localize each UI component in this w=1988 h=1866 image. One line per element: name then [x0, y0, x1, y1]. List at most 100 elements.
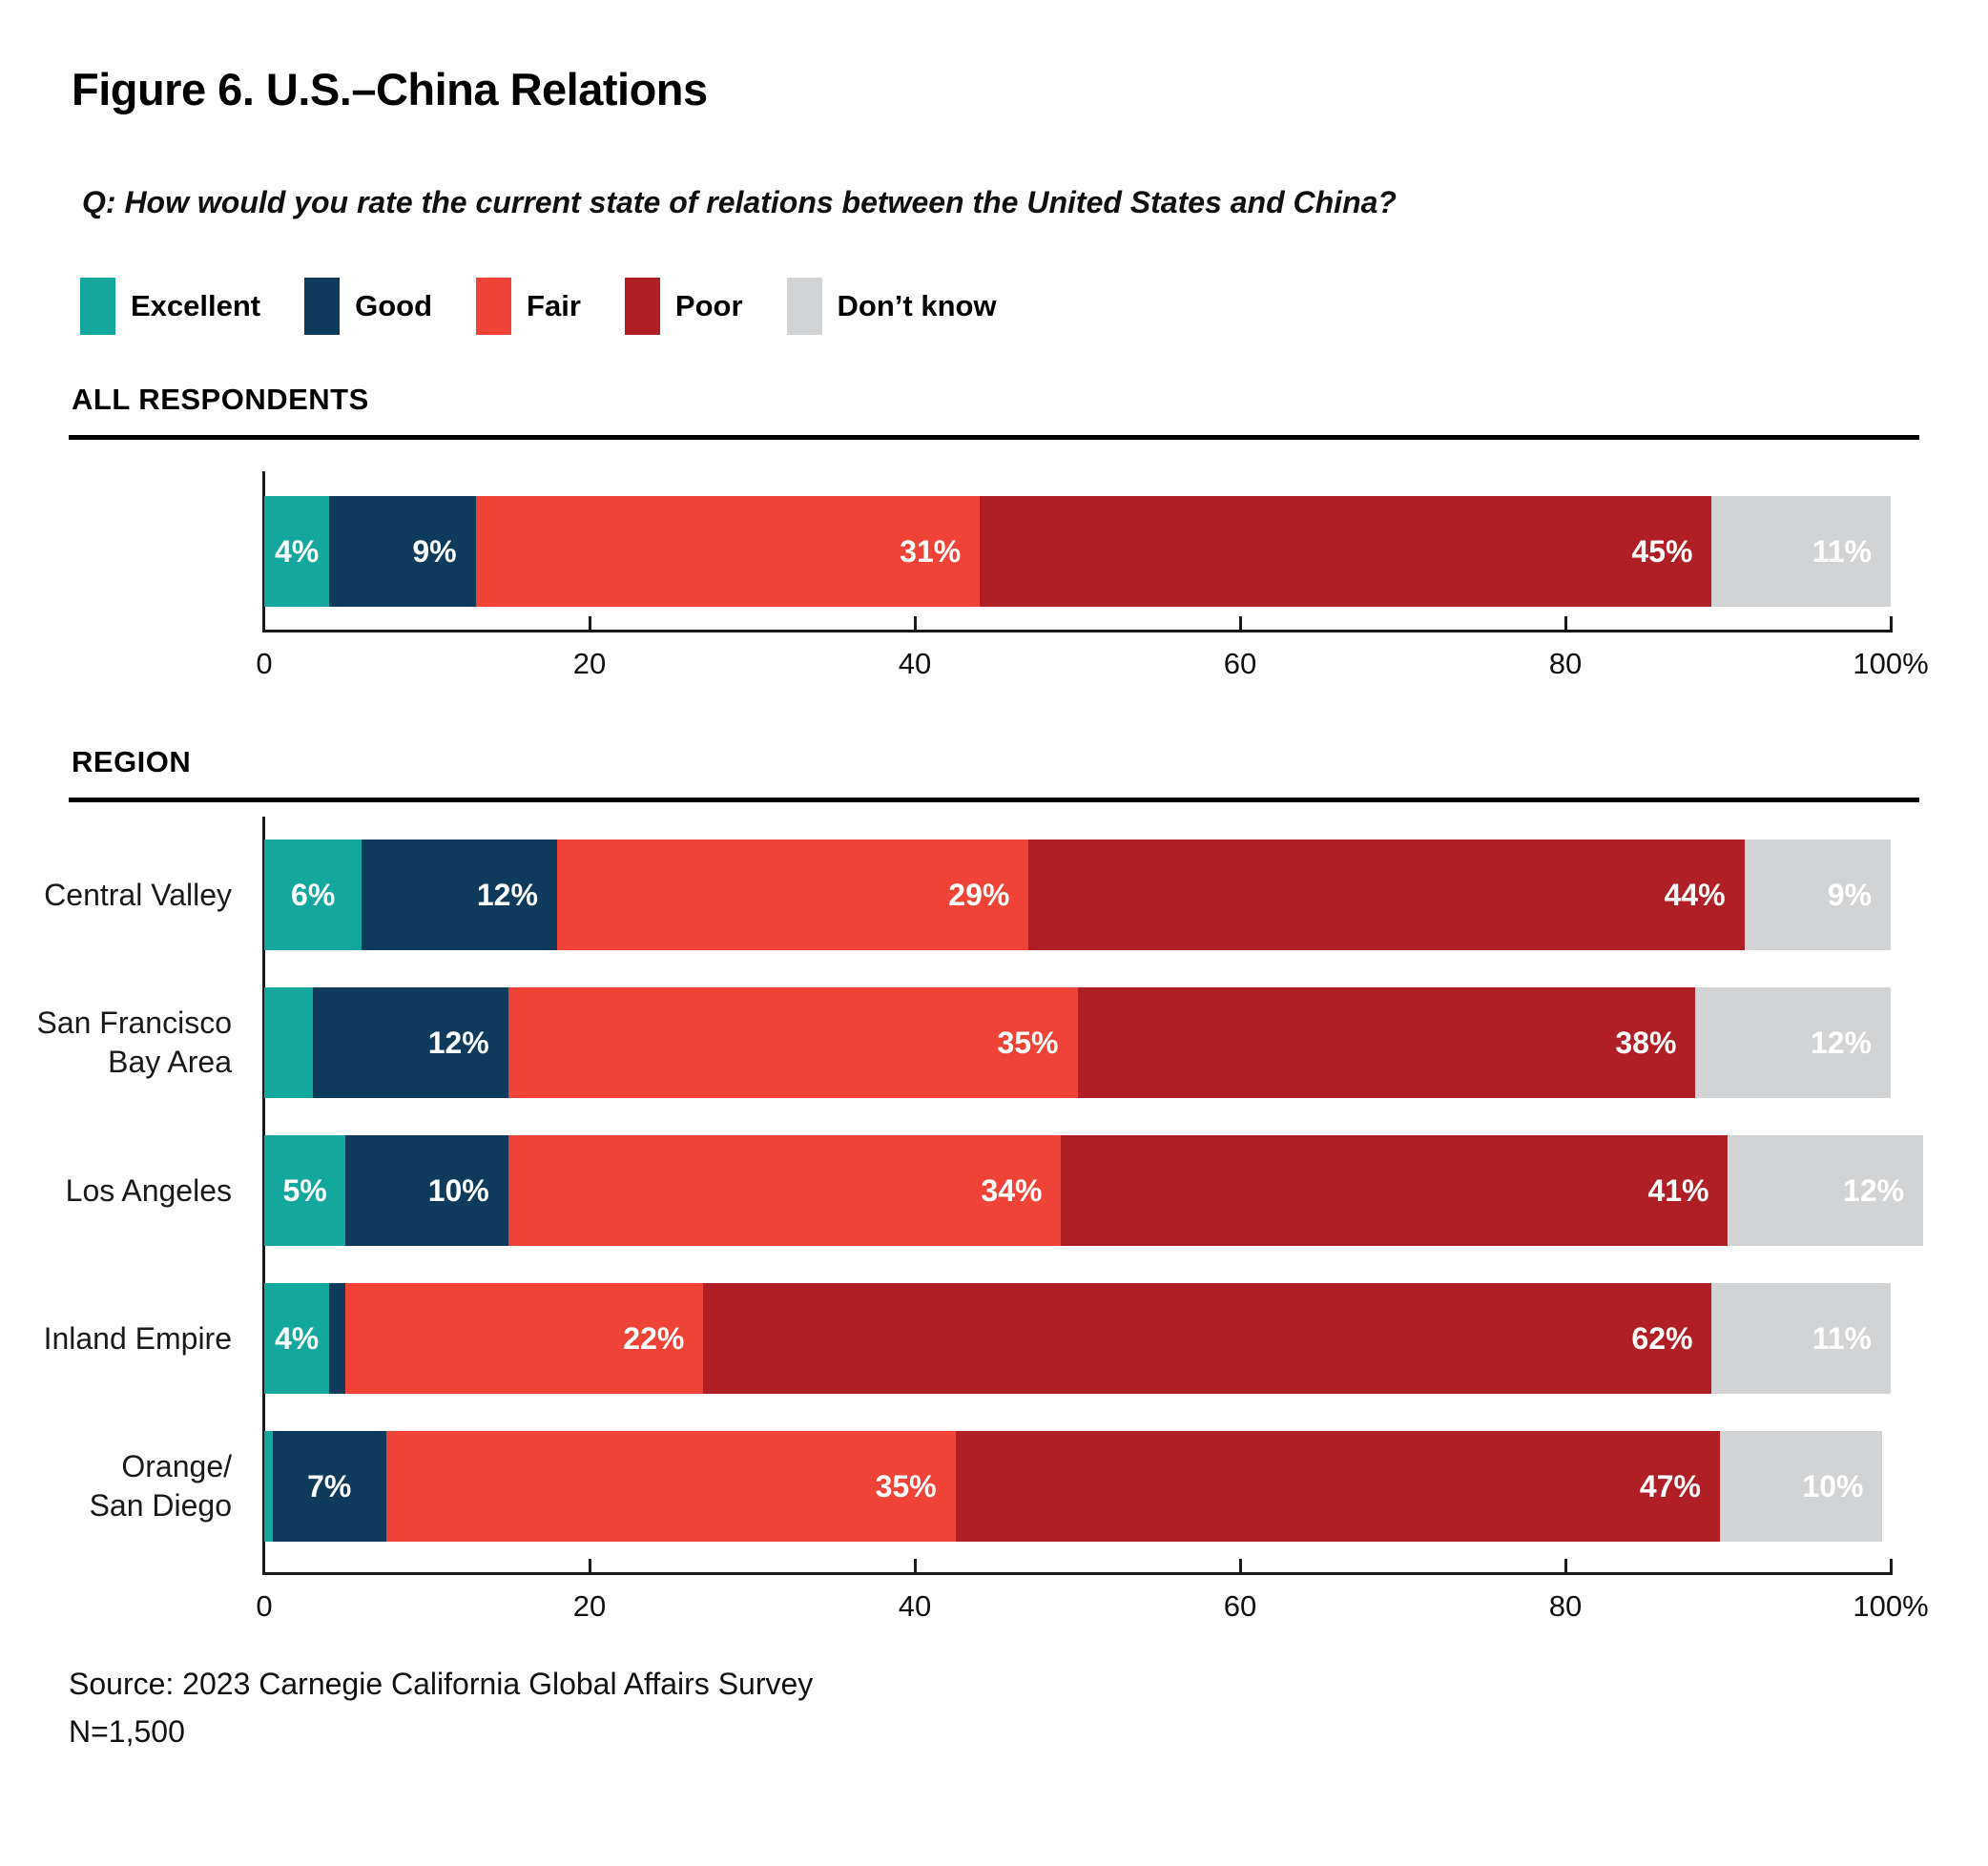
row-label-line: Central Valley [44, 877, 232, 912]
bar-segment: 45% [980, 496, 1712, 607]
bar-segment: 6% [264, 840, 362, 950]
bar-segment-value: 38% [1615, 1025, 1677, 1060]
bar-segment: 4% [264, 1283, 330, 1394]
legend-swatch-dont-know [786, 278, 822, 335]
bar-segment-value: 4% [274, 533, 320, 569]
bar-segment: 4% [264, 496, 330, 607]
bar-segment-value: 41% [1647, 1172, 1709, 1208]
row-label: Orange/San Diego [0, 1431, 232, 1542]
bar-segment [329, 1283, 346, 1394]
legend-label: Poor [674, 289, 743, 322]
axis-tick-label: 20 [572, 1589, 607, 1623]
bar-segment: 12% [1695, 987, 1891, 1098]
bar-segment: 22% [345, 1283, 704, 1394]
axis-tick [913, 1559, 917, 1572]
source-line: Source: 2023 Carnegie California Global … [69, 1667, 814, 1701]
legend-label: Excellent [131, 289, 261, 322]
bar-segment: 31% [475, 496, 981, 607]
bar-segment: 12% [1728, 1135, 1924, 1246]
section-rule [69, 798, 1919, 802]
row-label-line: Orange/ [121, 1449, 232, 1483]
axis-tick [1889, 616, 1893, 630]
axis-tick [588, 1559, 591, 1572]
bar-segment-value: 6% [291, 877, 336, 912]
bar-segment-value: 22% [623, 1320, 685, 1356]
bar-segment-value: 35% [875, 1468, 937, 1503]
bar-segment-value: 4% [274, 1320, 320, 1356]
axis-tick-label: 40 [898, 1589, 932, 1623]
legend-label: Don’t know [837, 289, 997, 322]
bar-segment: 10% [1719, 1431, 1883, 1542]
axis-tick [1889, 1559, 1893, 1572]
bar-segment: 9% [329, 496, 476, 607]
bar-segment: 12% [313, 987, 508, 1098]
bar-segment: 11% [1711, 496, 1891, 607]
axis-tick-label: 20 [572, 647, 607, 680]
row-label: Central Valley [0, 840, 232, 950]
sample-size: N=1,500 [69, 1714, 185, 1749]
axis-tick [1238, 1559, 1242, 1572]
legend-swatch-excellent [80, 278, 115, 335]
legend-item-poor: Poor [624, 278, 743, 335]
figure-title: Figure 6. U.S.–China Relations [72, 64, 708, 114]
legend-label: Fair [527, 289, 581, 322]
axis-tick-label: 40 [898, 647, 932, 680]
bar-segment: 34% [507, 1135, 1062, 1246]
bar-segment-value: 31% [900, 533, 962, 569]
section-header-all-respondents: ALL RESPONDENTS [72, 383, 369, 416]
axis-tick [588, 616, 591, 630]
bar-segment-value: 34% [981, 1172, 1043, 1208]
bar-segment-value: 10% [1802, 1468, 1864, 1503]
row-label: San Francisco Bay Area [0, 987, 232, 1098]
legend-item-good: Good [304, 278, 432, 335]
axis-tick-label: 100% [1853, 647, 1929, 680]
axis-tick-label: 60 [1223, 647, 1257, 680]
bar-segment-value: 44% [1664, 877, 1726, 912]
axis-tick-label: 60 [1223, 1589, 1257, 1623]
bar-segment: 12% [362, 840, 557, 950]
legend-swatch-good [304, 278, 341, 335]
bar-segment: 35% [507, 987, 1078, 1098]
bar-segment-value: 12% [476, 877, 538, 912]
bar-segment: 35% [385, 1431, 956, 1542]
bar-segment-value: 5% [282, 1172, 327, 1208]
legend-item-dont-know: Don’t know [786, 278, 997, 335]
bar-segment-value: 47% [1639, 1468, 1701, 1503]
bar-segment: 41% [1061, 1135, 1729, 1246]
axis-tick [1563, 616, 1567, 630]
bar-segment-value: 12% [1843, 1172, 1905, 1208]
row-label-line: Los Angeles [65, 1172, 232, 1208]
bar-segment: 62% [703, 1283, 1712, 1394]
bar-segment-value: 9% [412, 533, 457, 569]
axis-tick-label: 0 [256, 647, 273, 680]
bar-segment: 29% [556, 840, 1029, 950]
row-label-line: Inland Empire [43, 1320, 232, 1356]
legend: Excellent Good Fair Poor Don’t know [80, 278, 997, 335]
y-axis-line [262, 817, 265, 1575]
bar-segment-value: 10% [427, 1172, 489, 1208]
row-label: Los Angeles [0, 1135, 232, 1246]
bar-segment: 38% [1077, 987, 1696, 1098]
bar-segment [264, 987, 314, 1098]
bar-segment-value: 45% [1631, 533, 1693, 569]
bar-segment: 9% [1744, 840, 1891, 950]
bar-segment-value: 11% [1812, 1320, 1872, 1356]
legend-item-excellent: Excellent [80, 278, 260, 335]
x-axis-line [262, 630, 1893, 632]
bar-segment-value: 62% [1631, 1320, 1693, 1356]
bar-segment-value: 9% [1827, 877, 1872, 912]
legend-item-fair: Fair [476, 278, 581, 335]
axis-tick-label: 80 [1548, 1589, 1583, 1623]
row-label-line: San Francisco [36, 1006, 232, 1040]
bar-segment-value: 12% [1810, 1025, 1872, 1060]
bar-segment: 44% [1028, 840, 1745, 950]
row-label-line: San Diego [89, 1488, 232, 1523]
axis-tick [913, 616, 917, 630]
x-axis-line [262, 1572, 1893, 1575]
y-axis-line [262, 471, 265, 632]
source-note: Source: 2023 Carnegie California Global … [69, 1660, 813, 1755]
axis-tick [1563, 1559, 1567, 1572]
legend-label: Good [355, 289, 433, 322]
axis-tick-label: 100% [1853, 1589, 1929, 1623]
